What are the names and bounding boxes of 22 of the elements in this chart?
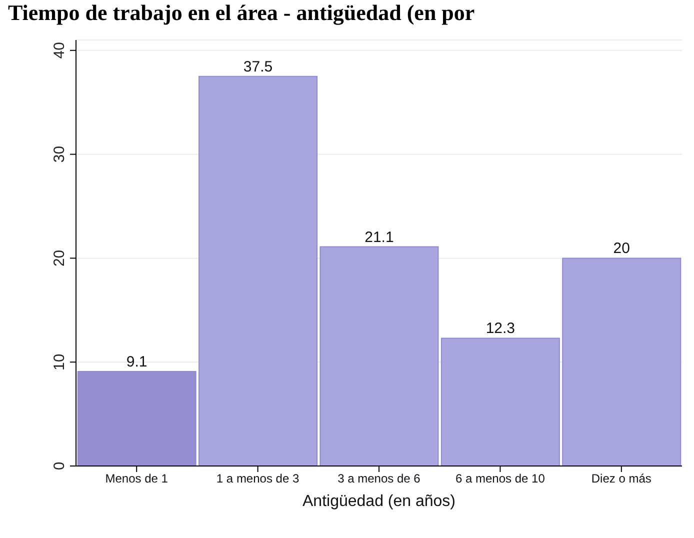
data-label: 12.3 [486,320,516,338]
bar [77,370,196,466]
data-label: 20 [613,240,630,258]
x-tick-label: Menos de 1 [105,472,168,486]
bar [562,258,682,466]
x-tick-label: 1 a menos de 3 [216,472,300,486]
y-tick-label: 20 [51,250,68,267]
chart-title: Tiempo de trabajo en el área - antigüedad (en por [8,0,476,26]
data-label: 9.1 [126,353,148,370]
data-label: 21.1 [364,228,394,246]
bar [320,246,439,466]
y-tick-label: 30 [51,146,68,163]
bar [440,338,560,466]
x-tick-label: 6 a menos de 10 [455,472,546,486]
y-tick-label: 10 [51,354,68,370]
x-axis-title: Antigüedad (en años) [302,493,456,510]
y-tick-label: 40 [51,42,68,59]
bar [198,76,318,466]
x-tick-label: Diez o más [591,472,652,486]
data-label: 37.5 [243,58,273,76]
y-tick-label: 0 [51,462,68,470]
x-tick-label: 3 a menos de 6 [338,472,421,486]
